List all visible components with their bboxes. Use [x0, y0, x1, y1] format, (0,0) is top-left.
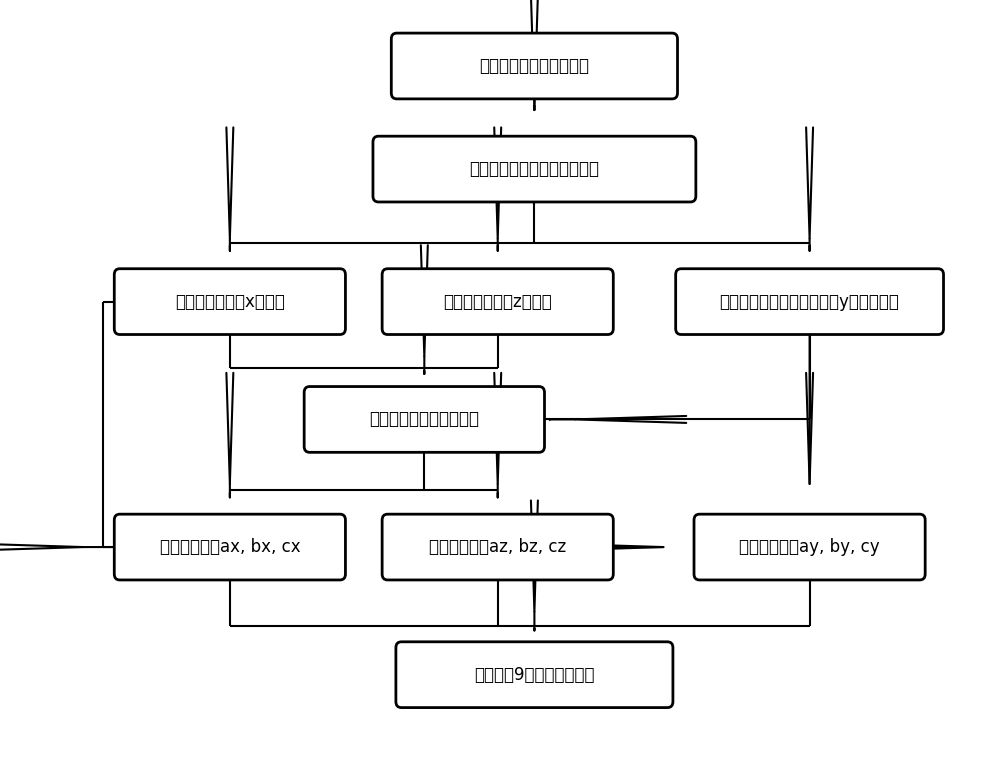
FancyBboxPatch shape	[391, 33, 678, 99]
Text: 确定模体坐标系原点投影: 确定模体坐标系原点投影	[369, 410, 479, 428]
FancyBboxPatch shape	[304, 387, 544, 452]
Text: 确定中间参数az, bz, cz: 确定中间参数az, bz, cz	[429, 538, 566, 556]
FancyBboxPatch shape	[382, 269, 613, 334]
FancyBboxPatch shape	[676, 269, 944, 334]
Text: 确定系统9个几何标定参数: 确定系统9个几何标定参数	[474, 666, 595, 684]
FancyBboxPatch shape	[382, 514, 613, 580]
Text: 获取螺旋线模体投影数据: 获取螺旋线模体投影数据	[479, 57, 589, 75]
Text: 确定模体坐标系x轴投影: 确定模体坐标系x轴投影	[175, 293, 285, 310]
FancyBboxPatch shape	[114, 514, 345, 580]
Text: 确定中间参数ax, bx, cx: 确定中间参数ax, bx, cx	[160, 538, 300, 556]
Text: 确定模体坐标系z轴投影: 确定模体坐标系z轴投影	[443, 293, 552, 310]
Text: 确定中间参数ay, by, cy: 确定中间参数ay, by, cy	[739, 538, 880, 556]
FancyBboxPatch shape	[694, 514, 925, 580]
FancyBboxPatch shape	[396, 642, 673, 708]
Text: 确定模体坐标系两条平行于y轴的轴投影: 确定模体坐标系两条平行于y轴的轴投影	[720, 293, 900, 310]
Text: 确定标志点在探测器上的位置: 确定标志点在探测器上的位置	[469, 160, 599, 178]
FancyBboxPatch shape	[373, 136, 696, 202]
FancyBboxPatch shape	[114, 269, 345, 334]
